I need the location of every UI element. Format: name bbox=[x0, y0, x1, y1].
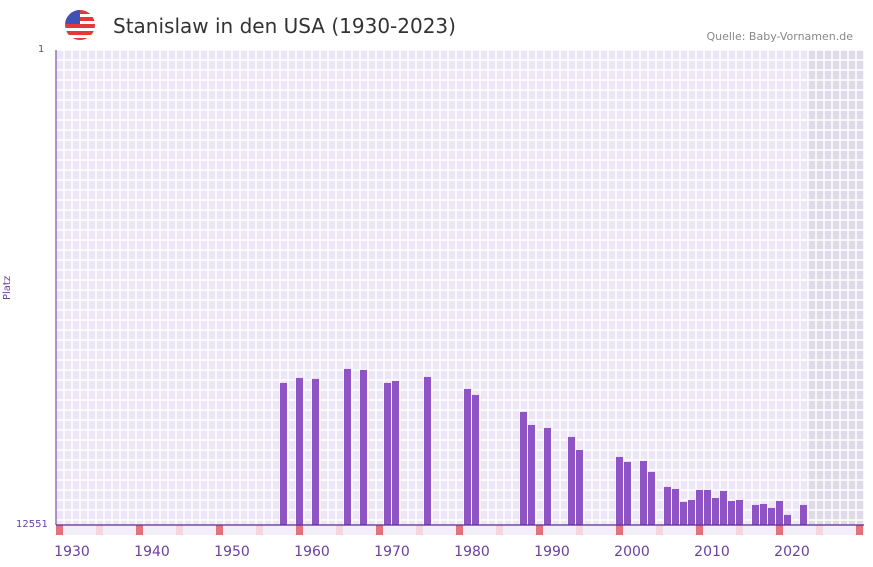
decade-marker bbox=[656, 525, 663, 535]
decade-marker bbox=[816, 525, 823, 535]
decade-marker bbox=[856, 525, 863, 535]
decade-marker bbox=[256, 525, 263, 535]
bar bbox=[344, 368, 351, 525]
source-label: Quelle: Baby-Vornamen.de bbox=[706, 30, 853, 43]
bar bbox=[312, 378, 319, 525]
chart-title: Stanislaw in den USA (1930-2023) bbox=[113, 14, 456, 38]
x-tick-label: 1980 bbox=[454, 544, 490, 560]
bar bbox=[360, 369, 367, 525]
bar bbox=[296, 377, 303, 525]
x-tick-label: 2010 bbox=[694, 544, 730, 560]
bar bbox=[680, 501, 687, 525]
bar bbox=[424, 376, 431, 525]
bar bbox=[616, 456, 623, 525]
bar bbox=[544, 427, 551, 525]
plot-background bbox=[56, 50, 864, 525]
bar bbox=[648, 471, 655, 525]
x-tick-label: 2020 bbox=[774, 544, 810, 560]
bar bbox=[688, 499, 695, 525]
decade-marker bbox=[736, 525, 743, 535]
x-tick-label: 1930 bbox=[54, 544, 90, 560]
bar bbox=[704, 489, 711, 525]
bar bbox=[720, 490, 727, 525]
decade-marker bbox=[136, 525, 143, 535]
x-tick-label: 1940 bbox=[134, 544, 170, 560]
decade-marker bbox=[496, 525, 503, 535]
bar bbox=[384, 382, 391, 525]
us-flag-icon bbox=[65, 10, 95, 40]
bar bbox=[464, 388, 471, 525]
bar bbox=[624, 461, 631, 525]
x-tick-label: 1970 bbox=[374, 544, 410, 560]
decade-marker bbox=[776, 525, 783, 535]
x-tick-label: 1960 bbox=[294, 544, 330, 560]
future-shade bbox=[808, 50, 864, 525]
bar bbox=[568, 436, 575, 525]
y-tick-label: 12551 bbox=[16, 519, 48, 530]
bar bbox=[528, 424, 535, 525]
bar bbox=[664, 486, 671, 525]
decade-marker bbox=[536, 525, 543, 535]
bar bbox=[672, 488, 679, 525]
bar bbox=[696, 489, 703, 525]
decade-marker bbox=[456, 525, 463, 535]
bar bbox=[576, 449, 583, 525]
y-tick-label: 1 bbox=[38, 44, 45, 55]
bar bbox=[768, 507, 775, 525]
bar bbox=[760, 503, 767, 525]
bar bbox=[640, 460, 647, 525]
x-tick-label: 1990 bbox=[534, 544, 570, 560]
decade-marker bbox=[176, 525, 183, 535]
bar bbox=[776, 500, 783, 525]
bar bbox=[472, 394, 479, 525]
bar bbox=[392, 380, 399, 525]
x-tick-label: 2000 bbox=[614, 544, 650, 560]
bar bbox=[520, 411, 527, 525]
bar bbox=[736, 499, 743, 525]
decade-marker bbox=[376, 525, 383, 535]
bar bbox=[800, 504, 807, 525]
decade-marker bbox=[96, 525, 103, 535]
decade-marker bbox=[416, 525, 423, 535]
bar bbox=[280, 382, 287, 525]
bar bbox=[784, 514, 791, 525]
bar bbox=[752, 504, 759, 525]
bar bbox=[712, 497, 719, 525]
decade-marker bbox=[696, 525, 703, 535]
x-tick-label: 1950 bbox=[214, 544, 250, 560]
decade-marker bbox=[56, 525, 63, 535]
decade-marker bbox=[616, 525, 623, 535]
decade-marker bbox=[296, 525, 303, 535]
decade-marker bbox=[216, 525, 223, 535]
bar bbox=[728, 500, 735, 525]
decade-marker bbox=[576, 525, 583, 535]
decade-marker bbox=[336, 525, 343, 535]
